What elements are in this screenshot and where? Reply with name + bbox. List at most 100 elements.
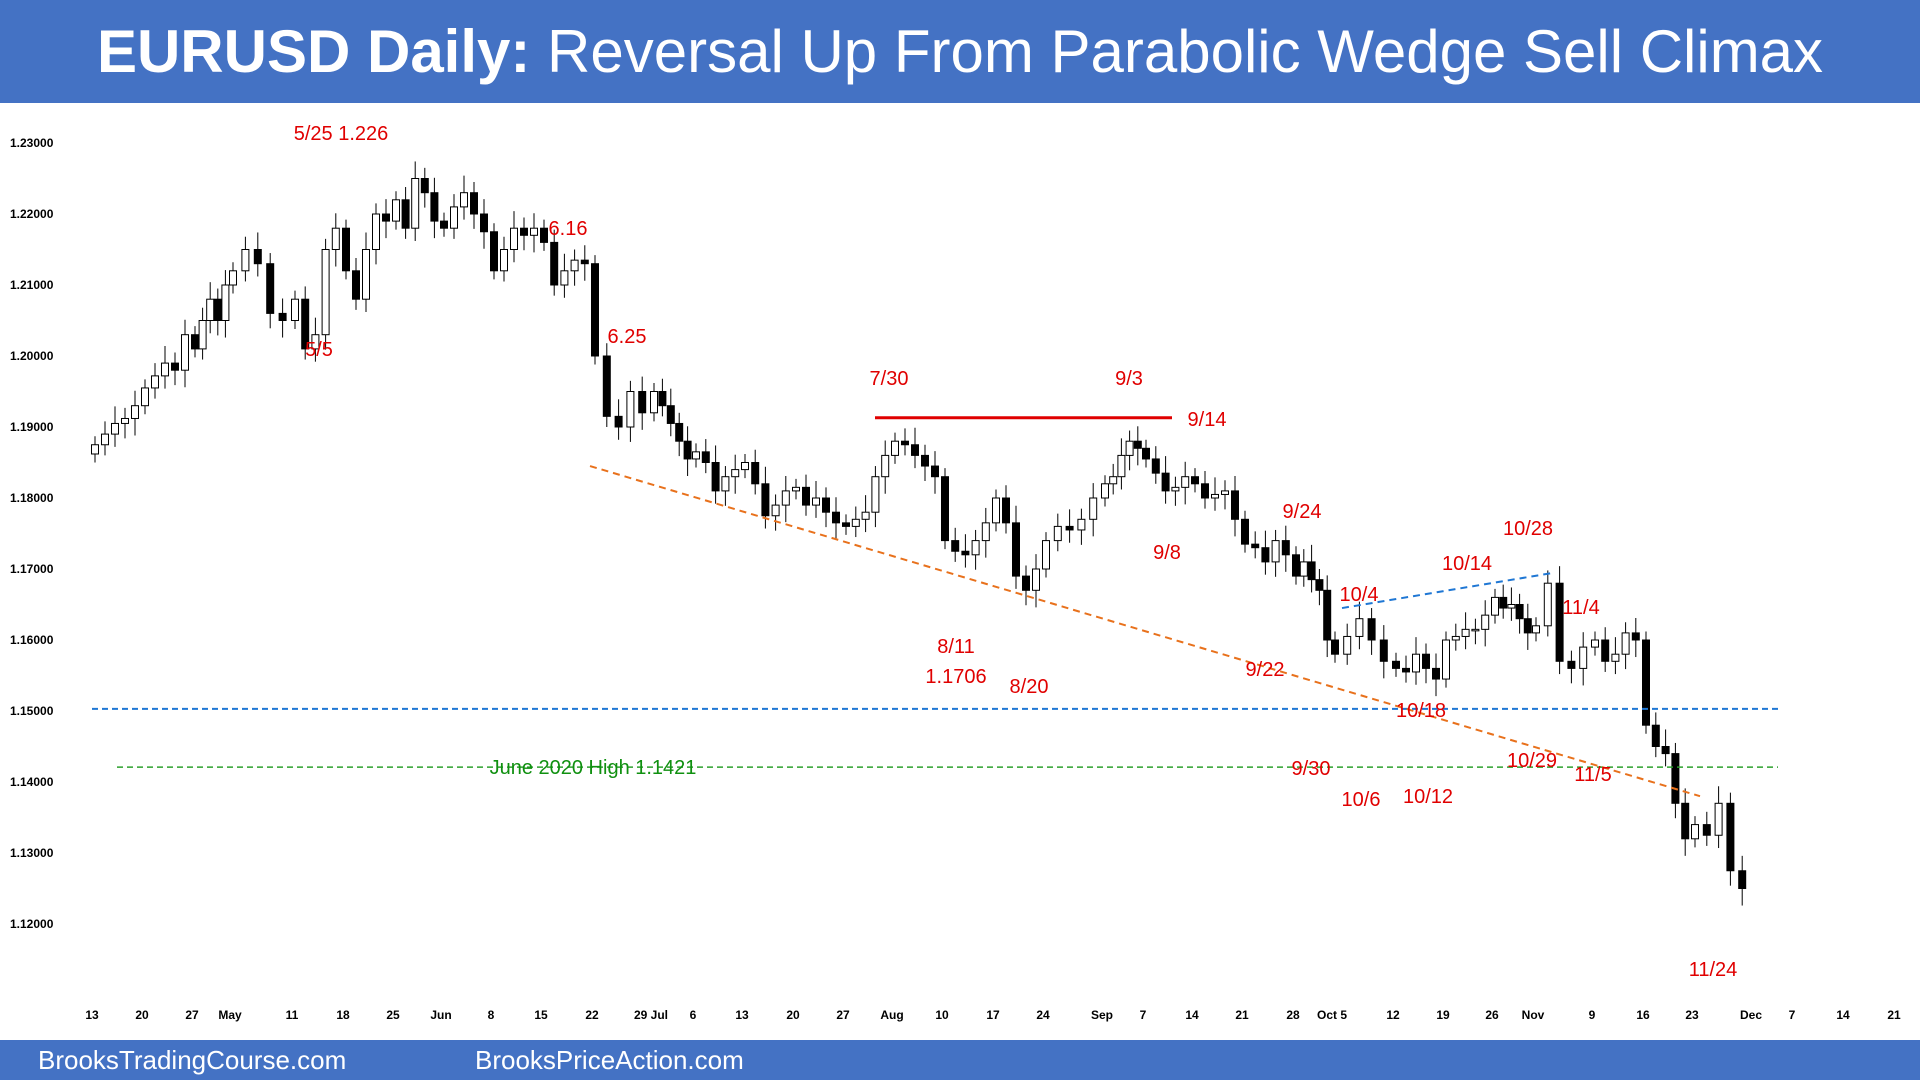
candle-body <box>121 417 129 424</box>
footer-banner: BrooksTradingCourse.com BrooksPriceActio… <box>0 1040 1920 1080</box>
candle-body <box>101 433 109 446</box>
candle-body <box>666 405 675 424</box>
footer-right-link[interactable]: BrooksPriceAction.com <box>475 1045 744 1075</box>
candle-body <box>372 213 380 250</box>
candle-body <box>430 192 439 222</box>
candle-body <box>1117 454 1126 478</box>
x-tick-label: Dec <box>1740 1008 1762 1022</box>
candle-body <box>241 249 250 272</box>
candle-body <box>1271 540 1280 563</box>
annotation-label: 1.1706 <box>925 666 986 688</box>
candle-body <box>626 391 635 428</box>
annotation-label: 8/11 <box>937 636 974 658</box>
candle-body <box>362 249 370 300</box>
candle-body <box>1101 483 1109 499</box>
candle-body <box>440 220 448 229</box>
candle-body <box>1532 625 1540 634</box>
candle-body <box>1367 618 1376 641</box>
candle-body <box>91 444 99 455</box>
candle-body <box>1661 746 1670 755</box>
candle-body <box>411 178 420 229</box>
candle-body <box>901 440 909 446</box>
candle-body <box>1543 582 1552 627</box>
candle-body <box>1355 618 1364 637</box>
candle-body <box>111 422 119 435</box>
x-tick-label: 17 <box>986 1008 1000 1022</box>
candle-body <box>1281 540 1290 556</box>
candle-body <box>1201 483 1209 499</box>
candle-body <box>731 469 740 478</box>
annotation-label: 10/4 <box>1340 584 1379 606</box>
candle-body <box>1442 639 1450 680</box>
y-tick-label: 1.15000 <box>10 704 54 718</box>
candle-body <box>1343 635 1352 655</box>
candle-body <box>301 298 310 350</box>
annotation-label: 10/12 <box>1403 786 1453 808</box>
candle-body <box>802 486 810 506</box>
x-tick-label: 15 <box>534 1008 548 1022</box>
candle-body <box>1077 518 1086 531</box>
candle-body <box>741 462 749 471</box>
candle-body <box>1591 639 1599 648</box>
candle-body <box>206 298 215 321</box>
candle-body <box>692 451 700 460</box>
candle-body <box>311 334 320 350</box>
x-tick-label: 24 <box>1036 1008 1050 1022</box>
candle-body <box>1125 440 1134 456</box>
annotation-label: 5/25 1.226 <box>294 123 389 145</box>
annotation-label: 10/28 <box>1503 518 1553 540</box>
footer-left-link[interactable]: BrooksTradingCourse.com <box>38 1045 347 1075</box>
candle-body <box>771 504 780 517</box>
candle-body <box>1671 753 1680 804</box>
candle-body <box>921 454 929 467</box>
candle-body <box>1142 447 1150 460</box>
x-tick-label: 21 <box>1887 1008 1901 1022</box>
candle-body <box>221 284 230 321</box>
y-tick-label: 1.21000 <box>10 278 54 292</box>
x-tick-label: 13 <box>85 1008 99 1022</box>
candle-body <box>198 320 207 350</box>
x-tick-label: 25 <box>386 1008 400 1022</box>
candle-body <box>420 178 429 194</box>
candle-body <box>992 497 1000 524</box>
x-tick-label: Sep <box>1091 1008 1113 1022</box>
candle-body <box>891 440 899 456</box>
candle-body <box>161 362 169 377</box>
level-label-june-2020-high: June 2020 High 1.1421 <box>490 757 697 779</box>
y-tick-label: 1.18000 <box>10 491 54 505</box>
candle-body <box>1211 493 1219 499</box>
candle-body <box>1181 476 1190 488</box>
x-tick-label: 12 <box>1386 1008 1400 1022</box>
annotation-label: 6.16 <box>549 218 588 240</box>
candle-body <box>1053 525 1062 542</box>
chart-title: EURUSD Daily: Reversal Up From Parabolic… <box>97 17 1823 86</box>
x-tick-label: 8 <box>488 1008 495 1022</box>
candle-body <box>1012 522 1020 577</box>
candle-body <box>382 213 390 222</box>
candle-body <box>1515 604 1524 620</box>
y-tick-label: 1.16000 <box>10 633 54 647</box>
title-bold: EURUSD Daily: <box>96 18 531 85</box>
annotation-label: 9/8 <box>1153 542 1181 564</box>
y-tick-label: 1.14000 <box>10 775 54 789</box>
candle-body <box>832 511 840 524</box>
candle-body <box>951 540 960 552</box>
x-tick-label: 23 <box>1685 1008 1699 1022</box>
x-tick-label: 7 <box>1140 1008 1147 1022</box>
candle-body <box>580 259 589 265</box>
candle-body <box>1412 653 1420 673</box>
y-tick-label: 1.20000 <box>10 349 54 363</box>
candle-body <box>812 497 820 506</box>
x-tick-label: 26 <box>1485 1008 1499 1022</box>
candle-body <box>1611 653 1620 662</box>
candle-body <box>1422 653 1430 669</box>
candle-body <box>792 486 800 492</box>
x-tick-label: Oct 5 <box>1317 1008 1347 1022</box>
candle-body <box>560 270 569 286</box>
x-tick-label: 29 Jul <box>634 1008 668 1022</box>
candle-body <box>1089 497 1098 520</box>
annotation-label: 5/5 <box>305 339 333 361</box>
candle-body <box>530 227 538 236</box>
annotation-label: 7/30 <box>870 368 909 390</box>
candle-body <box>1307 561 1316 581</box>
